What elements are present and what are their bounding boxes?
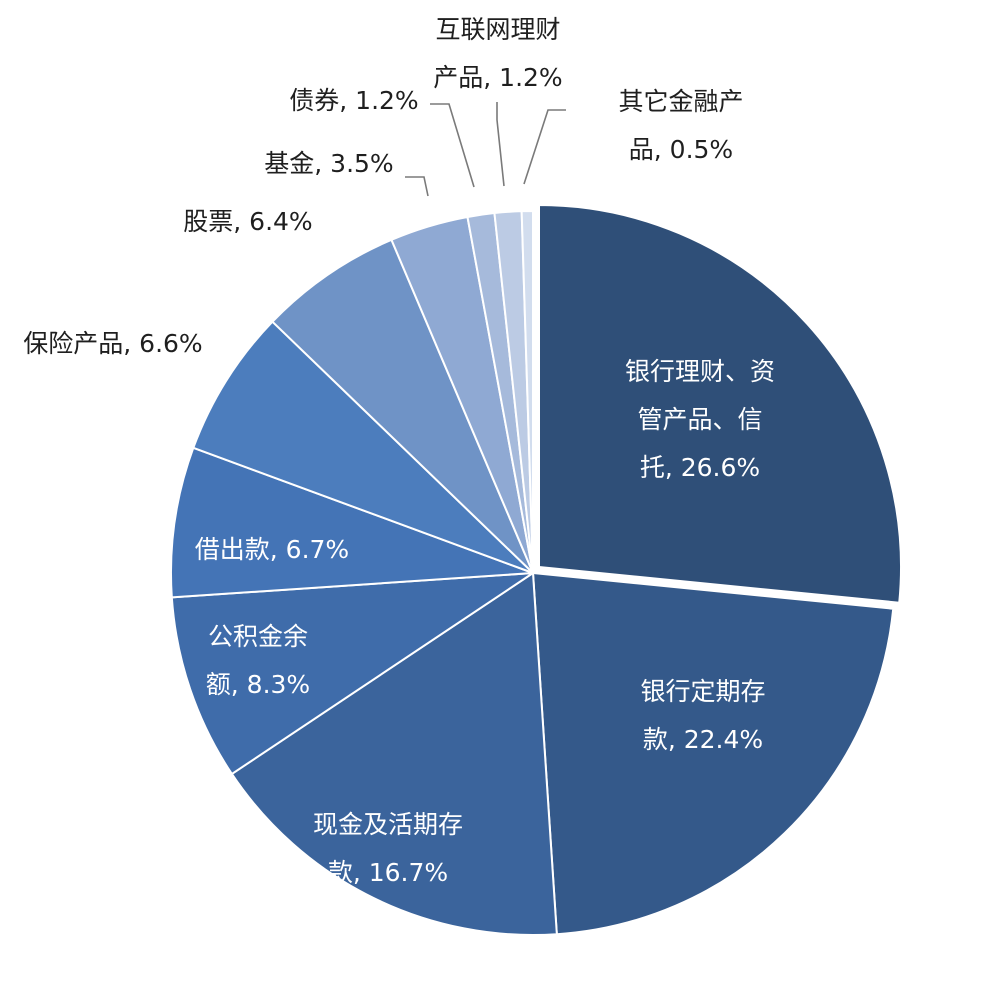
slice-label-1-line-0: 银行定期存 (640, 677, 765, 706)
slice-label-9-line-0: 互联网理财 (435, 15, 560, 44)
slice-label-8-line-0: 债券, 1.2% (289, 86, 418, 115)
slice-label-8: 债券, 1.2% (289, 86, 418, 115)
slice-label-1: 银行定期存款, 22.4% (640, 677, 765, 754)
leader-lines (405, 102, 566, 197)
pie-slice-3 (170, 572, 534, 775)
leader-line-9 (496, 102, 505, 187)
pie-slice-6 (271, 238, 534, 574)
pie-slice-0 (538, 204, 902, 604)
slice-label-0: 银行理财、资管产品、信托, 26.6% (625, 357, 775, 482)
slice-label-0-line-1: 管产品、信 (637, 405, 762, 434)
slice-label-2: 现金及活期存款, 16.7% (313, 810, 463, 887)
slice-label-9: 互联网理财产品, 1.2% (433, 15, 562, 92)
slice-label-7: 基金, 3.5% (264, 149, 393, 178)
slice-label-1-line-1: 款, 22.4% (643, 725, 763, 754)
slice-label-3: 公积金余额, 8.3% (206, 622, 310, 699)
pie-slice-4 (170, 446, 534, 599)
pie-slice-1 (532, 572, 895, 936)
slice-label-5-line-0: 保险产品, 6.6% (23, 329, 202, 358)
slice-label-2-line-0: 现金及活期存 (313, 810, 463, 839)
slice-label-0-line-0: 银行理财、资 (625, 357, 775, 386)
slice-label-6-line-0: 股票, 6.4% (183, 207, 312, 236)
slice-label-0-line-2: 托, 26.6% (640, 453, 760, 482)
leader-line-10 (523, 109, 566, 185)
slice-label-2-line-1: 款, 16.7% (328, 858, 448, 887)
slice-label-5: 保险产品, 6.6% (23, 329, 202, 358)
pie-slice-5 (192, 320, 534, 574)
slice-label-10: 其它金融产品, 0.5% (618, 87, 743, 164)
slice-label-10-line-0: 其它金融产 (618, 87, 743, 116)
slice-label-3-line-1: 额, 8.3% (206, 670, 310, 699)
slice-label-10-line-1: 品, 0.5% (629, 135, 733, 164)
pie-slices (170, 204, 902, 936)
slice-label-4: 借出款, 6.7% (195, 535, 349, 564)
slice-label-6: 股票, 6.4% (183, 207, 312, 236)
leader-line-7 (405, 176, 429, 197)
slice-label-9-line-1: 产品, 1.2% (433, 63, 562, 92)
pie-slice-2 (230, 572, 558, 936)
pie-slice-10 (520, 210, 534, 574)
pie-labels: 银行理财、资管产品、信托, 26.6%银行定期存款, 22.4%现金及活期存款,… (23, 15, 775, 887)
leader-line-8 (430, 103, 475, 188)
slice-label-4-line-0: 借出款, 6.7% (195, 535, 349, 564)
slice-label-3-line-0: 公积金余 (208, 622, 308, 651)
slice-label-7-line-0: 基金, 3.5% (264, 149, 393, 178)
